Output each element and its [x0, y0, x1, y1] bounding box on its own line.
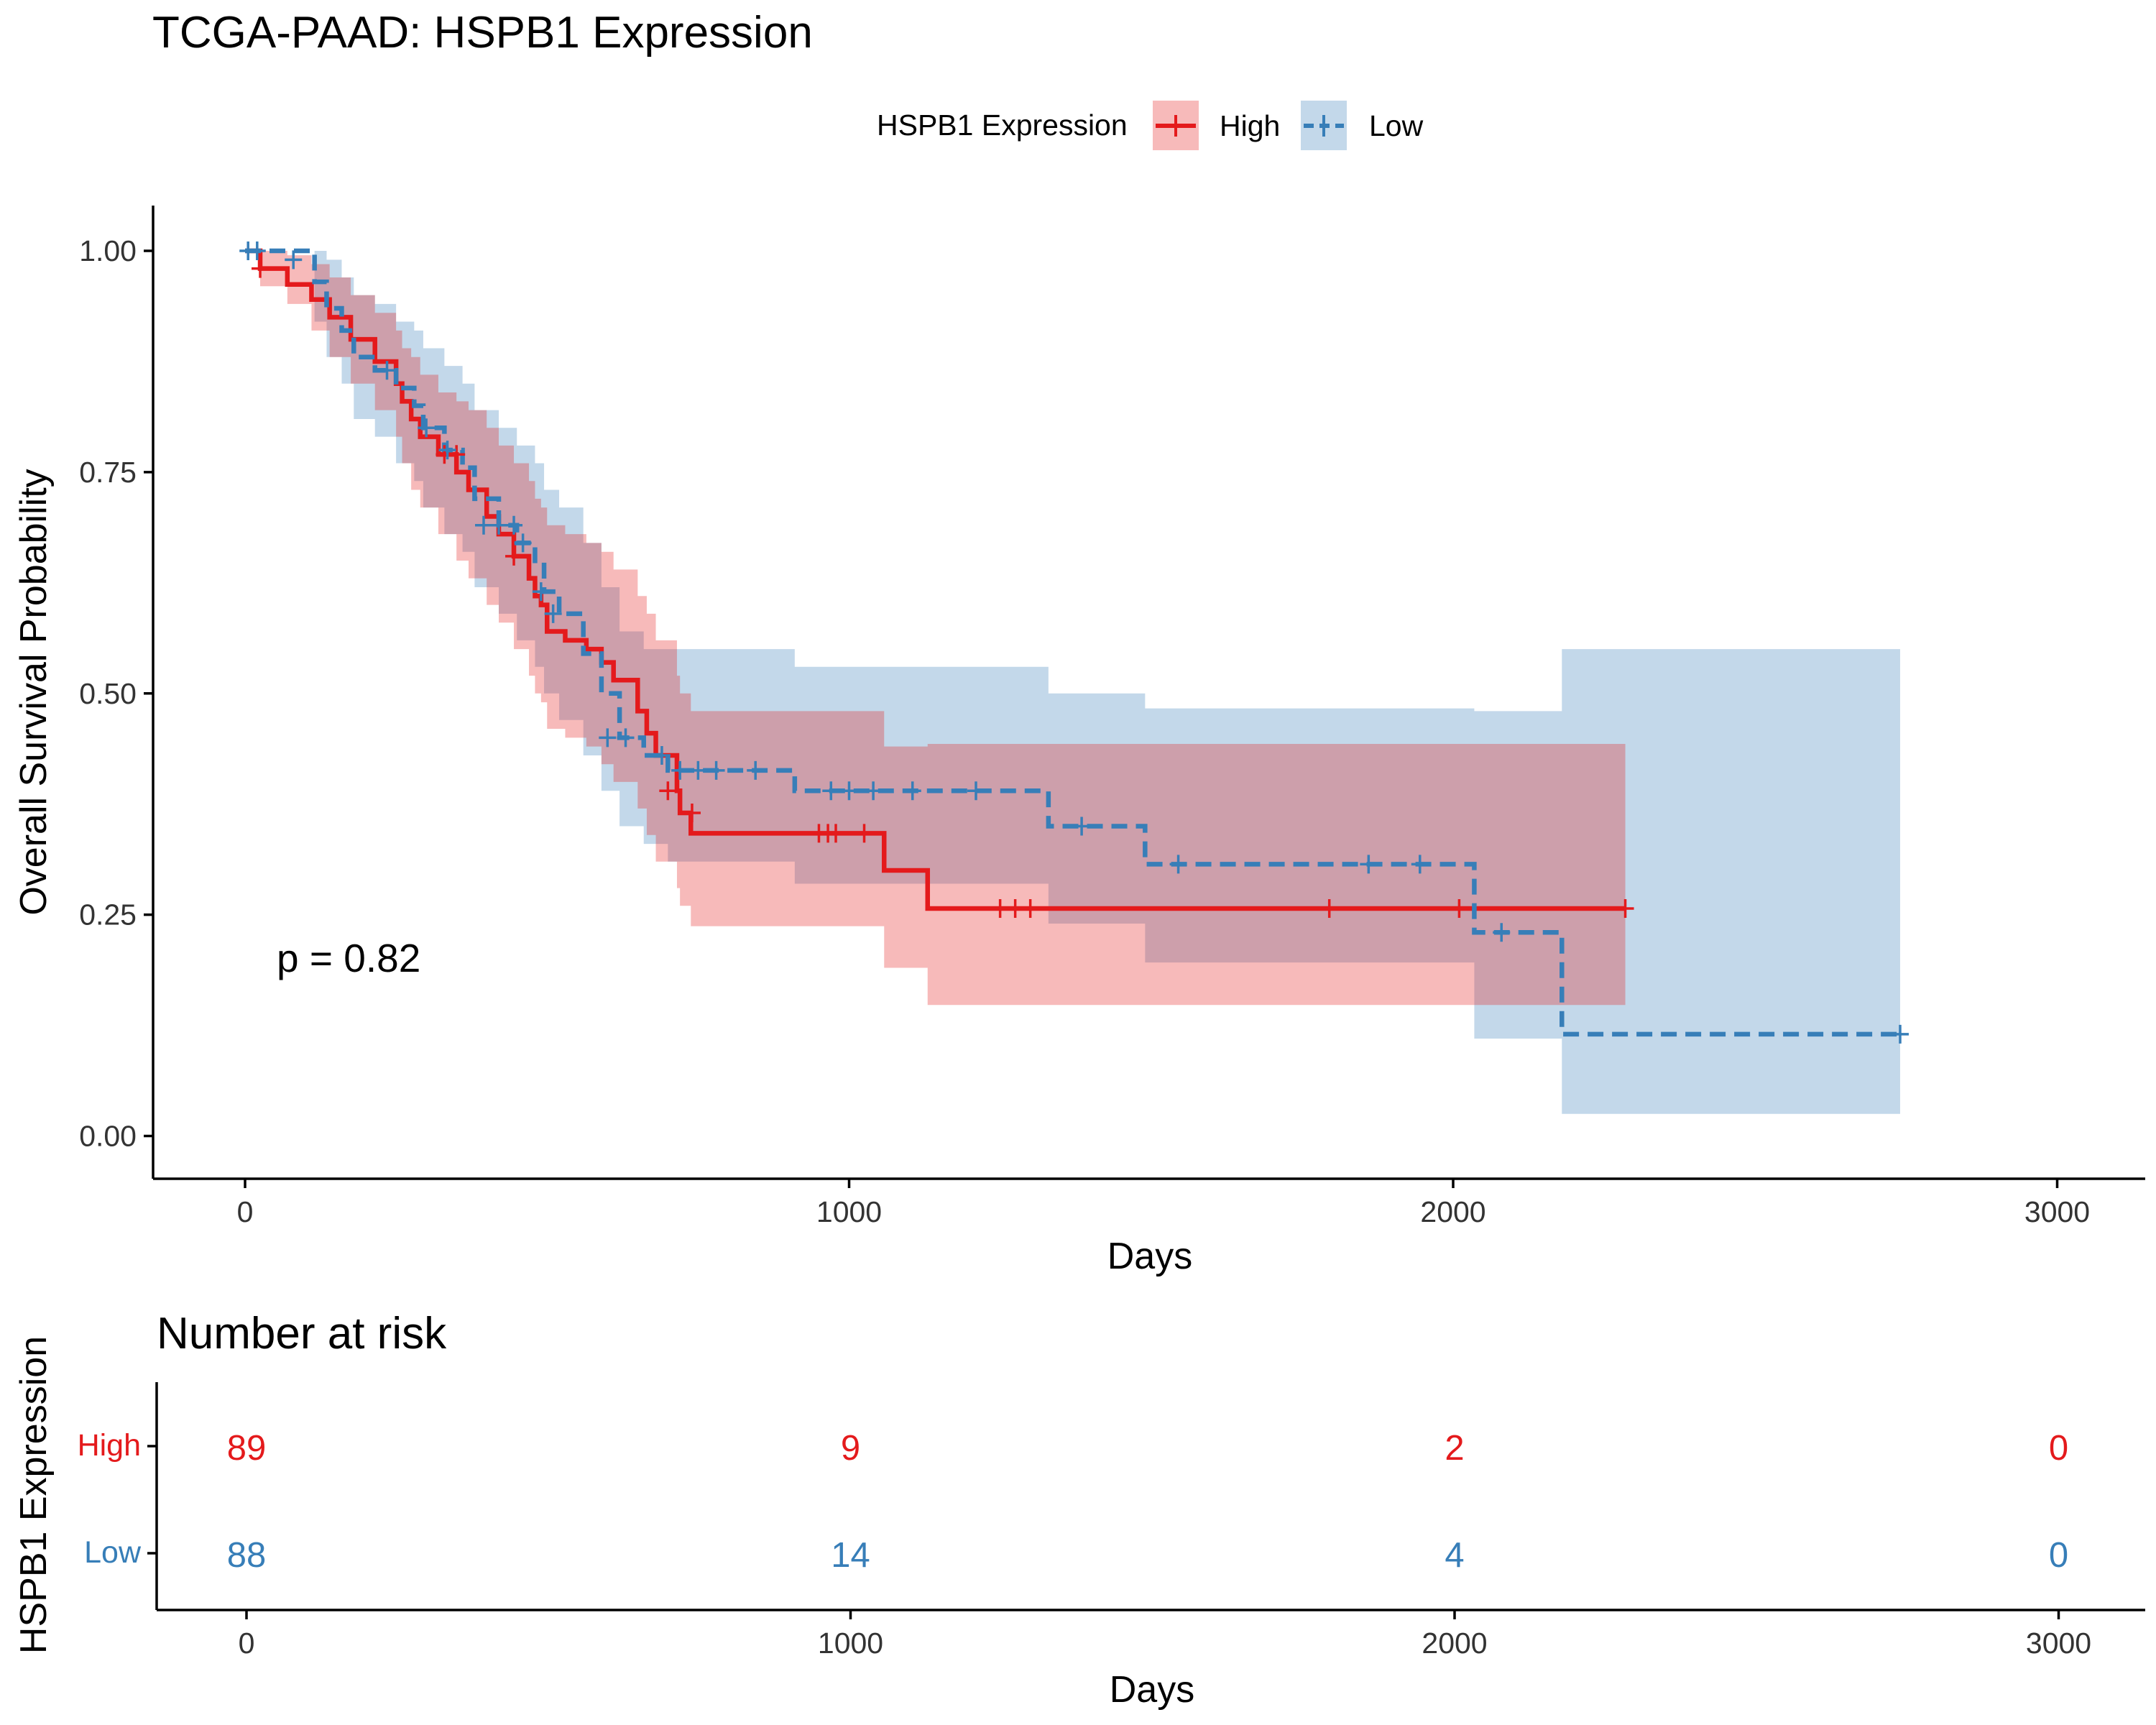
- censor-mark-low: [903, 781, 921, 801]
- censor-mark-high: [855, 824, 873, 843]
- p-value-annotation: p = 0.82: [277, 936, 420, 980]
- censor-mark-low: [285, 250, 303, 270]
- censor-mark-low: [418, 418, 436, 438]
- risk-x-tick-label: 1000: [818, 1627, 883, 1660]
- censor-mark-high: [505, 546, 523, 566]
- y-tick-label: 0.75: [79, 456, 137, 489]
- censor-mark-low: [1891, 1024, 1909, 1044]
- censor-mark-high: [827, 824, 845, 843]
- censor-mark-low: [438, 441, 456, 460]
- censor-mark-high: [1616, 899, 1634, 918]
- censor-mark-high: [1450, 899, 1468, 918]
- confidence-band-high: [245, 251, 1626, 1006]
- risk-count-high: 2: [1445, 1429, 1464, 1468]
- censor-mark-high: [252, 259, 270, 278]
- censor-mark-low: [544, 604, 562, 623]
- confidence-band-low: [245, 251, 1900, 1114]
- legend-label-high: High: [1220, 109, 1280, 142]
- confidence-bands: [245, 251, 1900, 1114]
- censor-marks: [239, 242, 1909, 1044]
- censor-mark-high: [683, 804, 701, 822]
- risk-table-cells: 89 9 2 0 88 14 4 0: [227, 1429, 2068, 1575]
- censor-mark-low: [1411, 855, 1429, 874]
- risk-table-title: Number at risk: [157, 1309, 447, 1358]
- y-axis-label: Overall Survival Probability: [13, 469, 55, 915]
- censor-mark-low: [967, 781, 985, 801]
- censor-mark-low: [840, 781, 858, 801]
- censor-mark-low: [599, 728, 617, 748]
- y-tick-label: 0.50: [79, 677, 137, 710]
- censor-mark-low: [514, 533, 532, 553]
- censor-mark-high: [1021, 899, 1039, 918]
- risk-count-low: 4: [1445, 1536, 1464, 1575]
- risk-x-tick-label: 2000: [1422, 1627, 1487, 1660]
- censor-mark-low: [490, 515, 508, 535]
- censor-mark-low: [617, 728, 635, 748]
- censor-mark-low: [474, 515, 492, 535]
- censor-mark-high: [1320, 899, 1338, 918]
- y-tick-label: 0.00: [79, 1120, 137, 1153]
- legend-title: HSPB1 Expression: [877, 109, 1128, 142]
- risk-x-tick-label: 3000: [2026, 1627, 2091, 1660]
- censor-mark-low: [747, 760, 765, 780]
- risk-row-labels: High Low: [78, 1428, 142, 1570]
- chart-title: TCGA-PAAD: HSPB1 Expression: [152, 8, 813, 58]
- risk-count-low: 88: [227, 1536, 267, 1575]
- x-axis-label: Days: [1107, 1236, 1192, 1277]
- main-axis-ticks: 0.00 0.25 0.50 0.75 1.00 0 1000 2000 3000: [79, 234, 2090, 1228]
- legend: HSPB1 Expression High Low: [877, 101, 1424, 150]
- risk-count-high: 89: [227, 1429, 267, 1468]
- censor-mark-low: [1493, 923, 1511, 942]
- censor-mark-low: [505, 515, 523, 535]
- x-tick-label: 3000: [2024, 1195, 2090, 1228]
- risk-row-label-low: Low: [84, 1535, 142, 1570]
- risk-count-low: 14: [831, 1536, 870, 1575]
- censor-mark-low: [378, 361, 396, 380]
- censor-mark-low: [1360, 855, 1378, 874]
- x-tick-label: 1000: [816, 1195, 882, 1228]
- risk-row-label-high: High: [78, 1428, 141, 1463]
- risk-axis-ticks: 0 1000 2000 3000: [147, 1445, 2091, 1660]
- censor-mark-high: [991, 899, 1009, 918]
- risk-count-high: 0: [2049, 1429, 2068, 1468]
- legend-label-low: Low: [1369, 109, 1424, 142]
- censor-mark-low: [671, 760, 689, 780]
- risk-y-axis-label: HSPB1 Expression: [13, 1336, 55, 1654]
- censor-mark-low: [822, 781, 840, 801]
- censor-mark-high: [1006, 899, 1024, 918]
- risk-x-axis-label: Days: [1110, 1669, 1194, 1711]
- x-tick-label: 2000: [1420, 1195, 1485, 1228]
- y-tick-label: 0.25: [79, 898, 137, 932]
- censor-mark-low: [532, 582, 550, 602]
- censor-mark-low: [865, 781, 883, 801]
- censor-mark-low: [689, 760, 707, 780]
- censor-mark-high: [659, 781, 677, 801]
- y-tick-label: 1.00: [79, 234, 137, 267]
- risk-count-low: 0: [2049, 1536, 2068, 1575]
- censor-mark-low: [1169, 855, 1187, 874]
- censor-mark-low: [653, 745, 671, 765]
- censor-mark-high: [448, 445, 466, 464]
- x-tick-label: 0: [237, 1195, 254, 1228]
- risk-x-tick-label: 0: [239, 1627, 255, 1660]
- censor-mark-low: [1073, 816, 1091, 836]
- censor-mark-low: [248, 242, 266, 260]
- risk-count-high: 9: [841, 1429, 860, 1468]
- censor-mark-low: [707, 760, 725, 780]
